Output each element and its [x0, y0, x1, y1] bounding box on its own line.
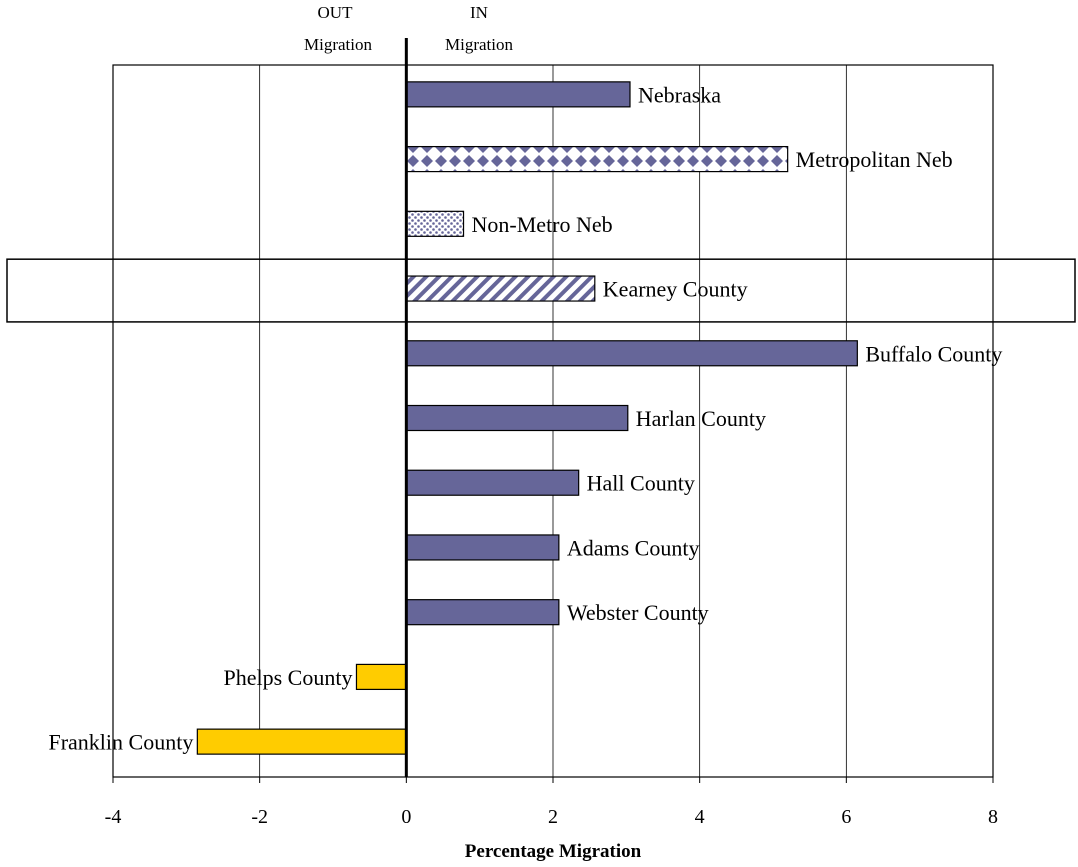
tick-label-6: 6 [841, 806, 851, 828]
in-migration-label-line1: IN [470, 3, 488, 22]
out-migration-label-line2: Migration [304, 35, 372, 54]
bar-adams-county [405, 534, 560, 561]
bar-label-nebraska: Nebraska [638, 82, 721, 107]
bar-label-hall-county: Hall County [587, 471, 695, 496]
bar-label-non-metro-neb: Non-Metro Neb [472, 212, 613, 237]
bar-label-adams-county: Adams County [567, 535, 700, 560]
tick-label-minus-2: -2 [251, 806, 268, 828]
highlight-box-kearney-county [6, 258, 1076, 323]
bar-label-metropolitan-neb: Metropolitan Neb [796, 147, 953, 172]
bar-hall-county [405, 469, 580, 496]
tick-label-8: 8 [988, 806, 998, 828]
bar-label-franklin-county: Franklin County [48, 730, 193, 755]
bars [196, 81, 858, 755]
in-migration-label-line2: Migration [445, 35, 513, 54]
bar-buffalo-county [405, 340, 858, 367]
bar-metropolitan-neb [405, 145, 789, 173]
bar-non-metro-neb [405, 210, 465, 237]
bar-harlan-county [405, 404, 629, 432]
bar-kearney-county [405, 275, 596, 302]
out-migration-label-line1: OUT [318, 3, 354, 22]
bar-label-kearney-county: Kearney County [603, 277, 748, 302]
bar-phelps-county [355, 663, 407, 691]
bar-labels: Nebraska Metropolitan Neb Non-Metro Neb Kea… [48, 82, 1002, 754]
bar-label-phelps-county: Phelps County [223, 665, 352, 690]
tick-label-minus-4: -4 [105, 806, 122, 828]
bar-label-buffalo-county: Buffalo County [865, 341, 1002, 366]
tick-label-2: 2 [548, 806, 558, 828]
tick-label-0: 0 [401, 806, 411, 828]
bar-label-webster-county: Webster County [567, 600, 709, 625]
bar-franklin-county [196, 728, 407, 755]
tick-label-4: 4 [695, 806, 705, 828]
x-axis-title: Percentage Migration [465, 841, 642, 862]
bar-webster-county [405, 599, 560, 626]
bar-nebraska [405, 81, 631, 108]
x-axis-ticks: -4 -2 0 2 4 6 8 [105, 777, 998, 828]
bar-label-harlan-county: Harlan County [636, 406, 766, 431]
